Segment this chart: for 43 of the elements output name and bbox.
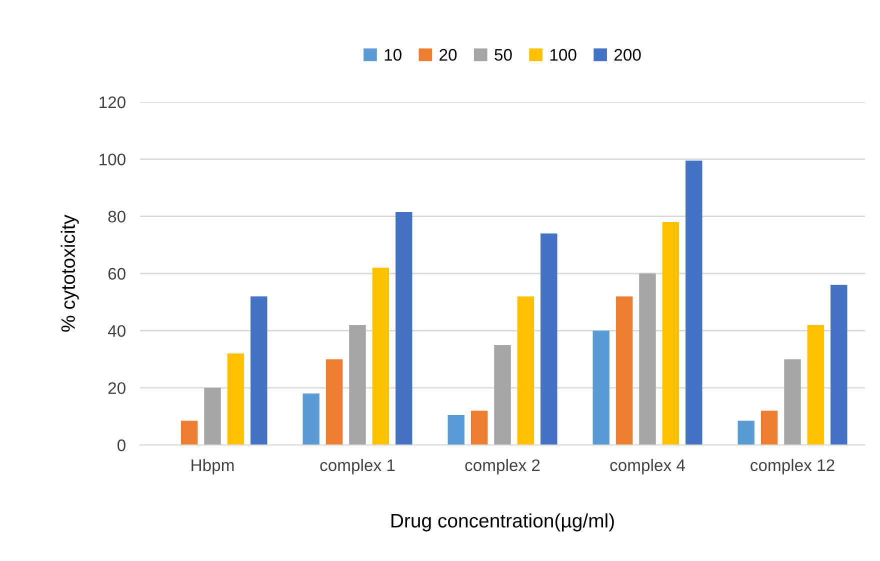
bar [830,284,848,445]
bar [540,233,558,445]
y-axis-title: % cytotoxicity [60,214,79,332]
bar [204,388,221,445]
bar [760,410,778,445]
bar [227,354,244,445]
bar [396,212,412,445]
bar [180,420,198,445]
y-tick-label: 80 [108,210,126,223]
y-tick-label: 20 [108,382,126,394]
bar [662,222,680,445]
bar [807,324,824,445]
y-tick-label: 0 [117,439,126,452]
bar [738,420,754,445]
legend-label: 20 [440,48,457,61]
legend-label: 50 [494,48,512,61]
bar [517,296,534,445]
bar [326,359,343,445]
bar [616,296,633,445]
legend-label: 200 [614,48,641,61]
x-tick-label: complex 12 [750,458,834,474]
bar [372,268,390,445]
bar [470,410,488,445]
y-tick-label: 60 [108,268,126,280]
bar [250,296,268,445]
y-tick-label: 100 [100,154,126,166]
bar [686,160,702,445]
x-tick-label: Hbpm [192,458,234,474]
x-tick-label: complex 2 [465,458,540,474]
x-axis-title: Drug concentration(µg/ml) [392,513,614,532]
bar [592,330,610,445]
x-tick-label: complex 1 [320,458,395,474]
legend-label: 100 [550,48,576,61]
bar [349,324,366,445]
bar [448,414,464,445]
bar [494,344,511,445]
bar [302,394,320,445]
x-tick-label: complex 4 [610,458,685,474]
y-tick-label: 120 [100,96,126,108]
bar [784,359,801,445]
bar [639,274,656,445]
legend-label: 10 [384,48,402,61]
y-tick-label: 40 [108,325,126,337]
